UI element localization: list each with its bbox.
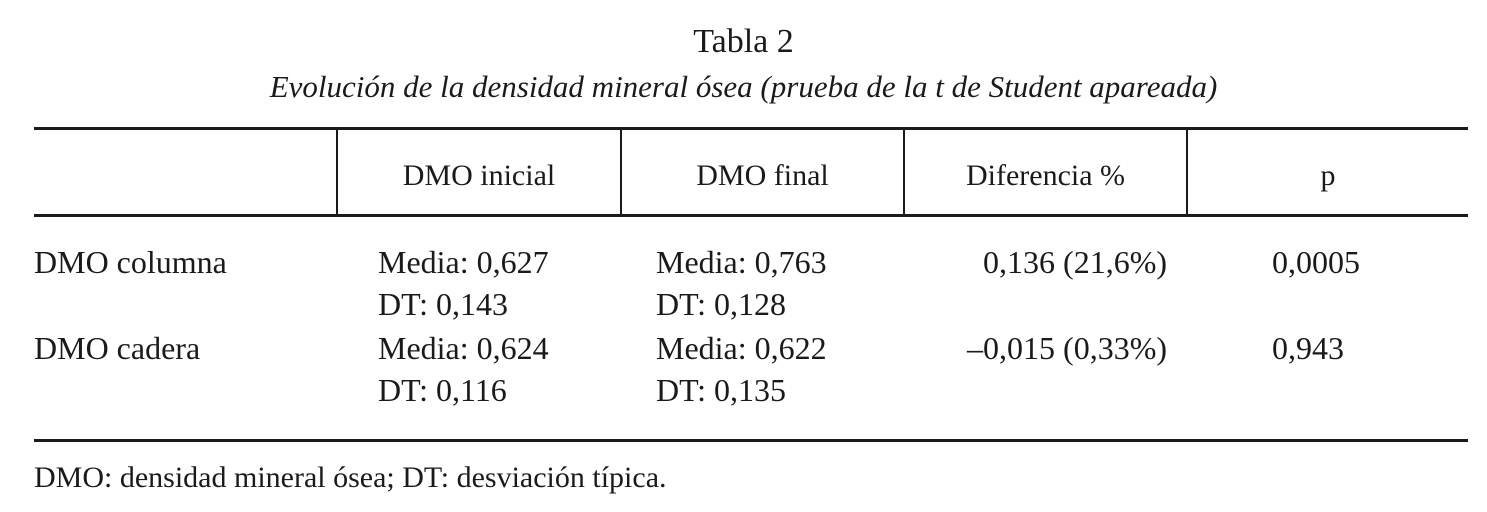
- cell-initial-media: Media: 0,624: [378, 330, 549, 366]
- header-divider: [620, 130, 622, 214]
- header-divider: [336, 130, 338, 214]
- cell-difference: –0,015 (0,33%): [967, 330, 1167, 366]
- cell-final-media: Media: 0,622: [656, 330, 827, 366]
- cell-initial-dt: DT: 0,143: [378, 286, 508, 322]
- header-rule: [34, 214, 1468, 217]
- header-diferencia: Diferencia %: [965, 159, 1126, 192]
- top-rule: [34, 127, 1468, 130]
- table-subtitle: Evolución de la densidad mineral ósea (p…: [269, 69, 1218, 104]
- cell-difference: 0,136 (21,6%): [983, 244, 1167, 280]
- row-label-columna: DMO columna: [34, 244, 227, 280]
- header-dmo-inicial: DMO inicial: [402, 159, 556, 192]
- header-divider: [903, 130, 905, 214]
- cell-final-dt: DT: 0,128: [656, 286, 786, 322]
- table-title: Tabla 2: [693, 23, 794, 60]
- header-p: p: [1320, 159, 1336, 192]
- cell-final-dt: DT: 0,135: [656, 372, 786, 408]
- cell-initial-media: Media: 0,627: [378, 244, 549, 280]
- table-footnote: DMO: densidad mineral ósea; DT: desviaci…: [34, 461, 667, 494]
- header-dmo-final: DMO final: [696, 159, 829, 192]
- cell-p-value: 0,0005: [1272, 244, 1360, 280]
- cell-final-media: Media: 0,763: [656, 244, 827, 280]
- cell-initial-dt: DT: 0,116: [378, 372, 507, 408]
- cell-p-value: 0,943: [1272, 330, 1344, 366]
- header-divider: [1186, 130, 1188, 214]
- bottom-rule: [34, 439, 1468, 442]
- row-label-cadera: DMO cadera: [34, 330, 201, 366]
